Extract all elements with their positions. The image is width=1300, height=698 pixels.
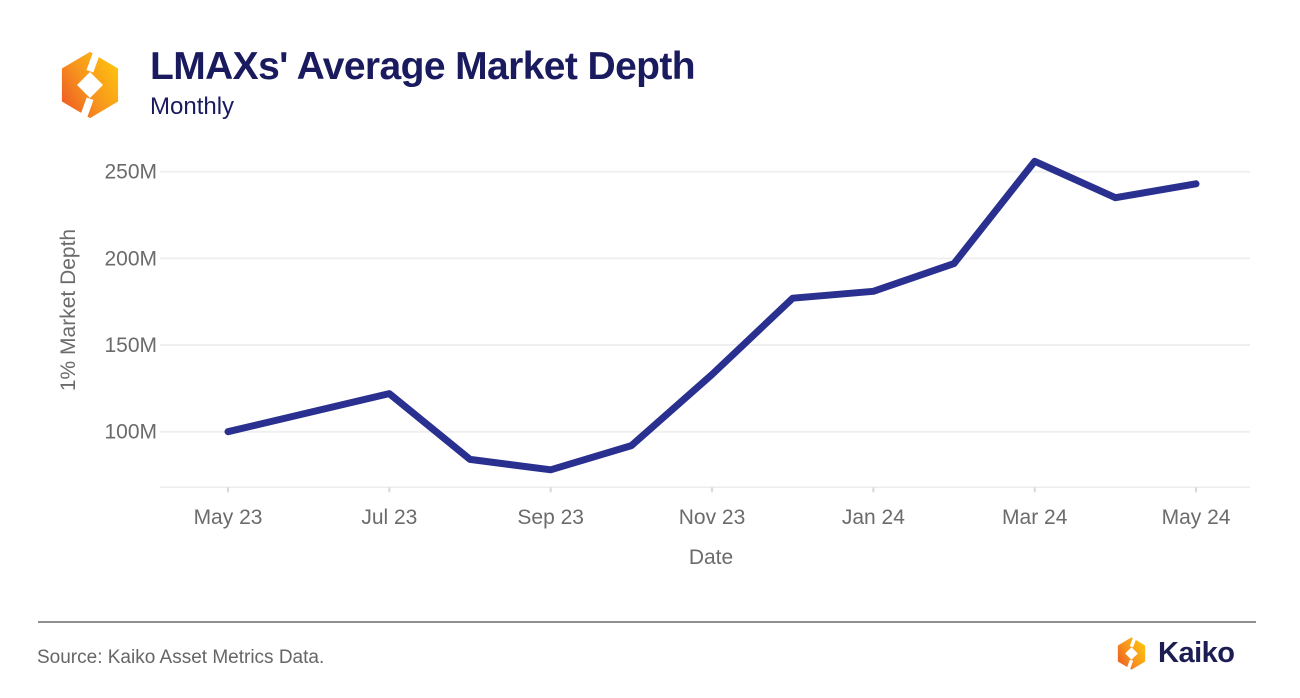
brand-wordmark: Kaiko bbox=[1158, 637, 1235, 669]
kaiko-hexagon-icon bbox=[1117, 636, 1146, 671]
source-text: Source: Kaiko Asset Metrics Data. bbox=[37, 647, 325, 668]
series-line bbox=[224, 157, 1200, 474]
chart-title: LMAXs' Average Market Depth bbox=[150, 45, 696, 88]
x-axis-title: Date bbox=[689, 546, 733, 569]
header: LMAXs' Average Market Depth Monthly bbox=[150, 45, 696, 121]
x-tick-label: Jul 23 bbox=[361, 506, 417, 529]
x-tick-label: Jan 24 bbox=[842, 506, 905, 529]
x-tick-label: May 24 bbox=[1162, 506, 1231, 529]
x-tick-label: Nov 23 bbox=[679, 506, 746, 529]
y-tick-label: 250M bbox=[104, 161, 157, 184]
y-tick-label: 150M bbox=[104, 334, 157, 357]
footer-divider bbox=[38, 621, 1256, 623]
chart-svg: 250M 200M 150M 100M May 23 Jul 23 Sep 23 Nov 23… bbox=[57, 157, 1250, 569]
y-tick-label: 100M bbox=[104, 421, 157, 444]
kaiko-hexagon-icon bbox=[61, 49, 119, 121]
x-tick-label: Sep 23 bbox=[517, 506, 584, 529]
y-axis-title: 1% Market Depth bbox=[57, 229, 80, 391]
x-tick-label: May 23 bbox=[194, 506, 263, 529]
y-tick-label: 200M bbox=[104, 247, 157, 270]
x-tick-label: Mar 24 bbox=[1002, 506, 1068, 529]
chart-subtitle: Monthly bbox=[150, 93, 235, 120]
